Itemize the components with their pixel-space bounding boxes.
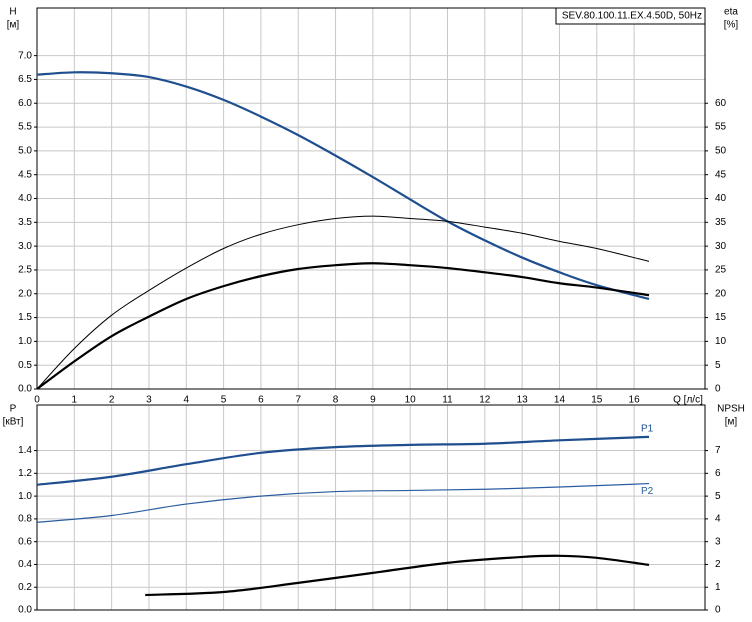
y2-tick-label: 0 <box>715 384 721 395</box>
y-tick-label: 1.0 <box>18 491 32 502</box>
y-tick-label: 0.6 <box>18 536 32 547</box>
y2-tick-label: 40 <box>715 193 727 204</box>
y-axis-label: [м] <box>7 20 20 31</box>
x-tick-label: 4 <box>183 395 189 406</box>
y2-axis-label: eta <box>724 7 738 18</box>
y2-tick-label: 5 <box>715 491 721 502</box>
x-tick-label: 15 <box>591 395 603 406</box>
x-tick-label: 2 <box>109 395 115 406</box>
x-tick-label: 9 <box>370 395 376 406</box>
x-tick-label: 10 <box>405 395 417 406</box>
x-tick-label: 6 <box>258 395 264 406</box>
y-tick-label: 0.0 <box>18 384 32 395</box>
y2-tick-label: 0 <box>715 605 721 616</box>
y2-tick-label: 25 <box>715 265 727 276</box>
y-axis-label: [кВт] <box>3 417 24 428</box>
y-tick-label: 5.5 <box>18 122 32 133</box>
y2-tick-label: 50 <box>715 146 727 157</box>
x-tick-label: 11 <box>442 395 453 406</box>
x-axis-label: Q [л/с] <box>673 395 703 406</box>
y-axis-label: P <box>10 404 17 415</box>
y-tick-label: 1.5 <box>18 312 32 323</box>
x-tick-label: 3 <box>146 395 152 406</box>
title-box <box>555 7 706 25</box>
curve <box>36 262 650 390</box>
x-tick-label: 1 <box>72 395 78 406</box>
x-tick-label: 16 <box>629 395 641 406</box>
y-tick-label: 6.5 <box>18 74 32 85</box>
plot-frame <box>36 7 706 390</box>
y2-tick-label: 60 <box>715 98 727 109</box>
curve-label: P2 <box>641 486 654 497</box>
y-tick-label: 4.0 <box>18 193 32 204</box>
y-tick-label: 7.0 <box>18 50 32 61</box>
y-tick-label: 3.0 <box>18 241 32 252</box>
y-tick-label: 0.0 <box>18 605 32 616</box>
y2-tick-label: 10 <box>715 336 727 347</box>
x-tick-label: 7 <box>295 395 301 406</box>
y2-tick-label: 2 <box>715 559 721 570</box>
x-tick-label: 0 <box>34 395 40 406</box>
y2-axis-label: NPSH <box>717 404 745 415</box>
plot-frame <box>36 404 706 611</box>
y-tick-label: 0.8 <box>18 514 32 525</box>
chart-title: SEV.80.100.11.EX.4.50D, 50Hz <box>562 11 702 22</box>
x-tick-label: 8 <box>333 395 339 406</box>
curve <box>36 71 650 301</box>
x-tick-label: 5 <box>221 395 227 406</box>
y-tick-label: 1.2 <box>18 468 32 479</box>
y2-tick-label: 45 <box>715 169 727 180</box>
y2-axis-label: [м] <box>725 417 738 428</box>
curve <box>36 482 650 523</box>
y2-tick-label: 7 <box>715 445 721 456</box>
y-tick-label: 1.4 <box>18 445 32 456</box>
x-tick-label: 13 <box>517 395 529 406</box>
y-tick-label: 0.5 <box>18 360 32 371</box>
x-tick-label: 12 <box>479 395 491 406</box>
curve <box>145 554 650 597</box>
y-tick-label: 2.0 <box>18 288 32 299</box>
y2-tick-label: 15 <box>715 312 727 323</box>
y2-tick-label: 3 <box>715 536 721 547</box>
y-tick-label: 6.0 <box>18 98 32 109</box>
y2-tick-label: 6 <box>715 468 721 479</box>
x-tick-label: 14 <box>554 395 566 406</box>
y2-tick-label: 35 <box>715 217 727 228</box>
y2-axis-label: [%] <box>724 20 739 31</box>
y-tick-label: 0.4 <box>18 559 32 570</box>
y-axis-label: H <box>9 7 16 18</box>
y-tick-label: 3.5 <box>18 217 32 228</box>
y-tick-label: 1.0 <box>18 336 32 347</box>
y-tick-label: 5.0 <box>18 146 32 157</box>
y-tick-label: 0.2 <box>18 582 32 593</box>
y2-tick-label: 1 <box>715 582 721 593</box>
y2-tick-label: 20 <box>715 288 727 299</box>
y2-tick-label: 55 <box>715 122 727 133</box>
y2-tick-label: 4 <box>715 514 721 525</box>
curve <box>36 215 650 390</box>
y-tick-label: 2.5 <box>18 265 32 276</box>
curve <box>36 435 650 486</box>
y2-tick-label: 30 <box>715 241 727 252</box>
curve-label: P1 <box>641 424 654 435</box>
y-tick-label: 4.5 <box>18 169 32 180</box>
y2-tick-label: 5 <box>715 360 721 371</box>
